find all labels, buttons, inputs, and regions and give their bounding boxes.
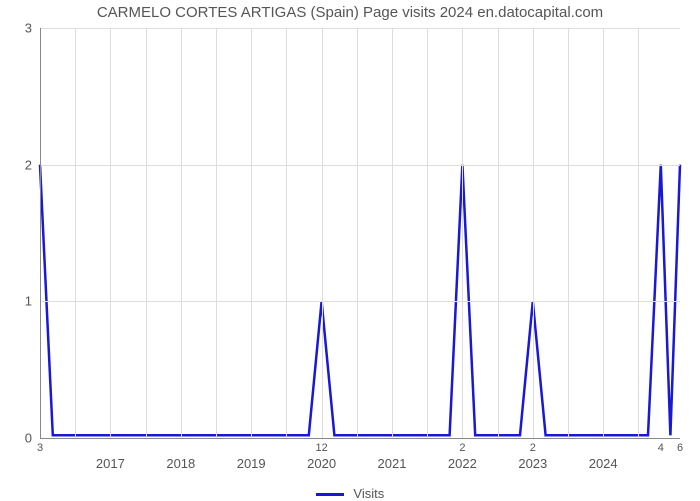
line-series xyxy=(40,28,680,438)
gridline-h xyxy=(40,165,680,166)
gridline-v xyxy=(286,28,287,438)
y-tick-label: 1 xyxy=(25,294,32,309)
gridline-v xyxy=(533,28,534,438)
gridline-h xyxy=(40,301,680,302)
x-axis xyxy=(40,438,680,439)
gridline-v xyxy=(427,28,428,438)
gridline-v xyxy=(75,28,76,438)
x-tick-label: 2021 xyxy=(378,456,407,471)
x-tick-label: 2018 xyxy=(166,456,195,471)
chart-title: CARMELO CORTES ARTIGAS (Spain) Page visi… xyxy=(0,4,700,21)
gridline-h xyxy=(40,28,680,29)
x-tick-label: 2019 xyxy=(237,456,266,471)
value-label: 4 xyxy=(658,442,664,454)
x-tick-label: 2023 xyxy=(518,456,547,471)
gridline-v xyxy=(251,28,252,438)
gridline-v xyxy=(322,28,323,438)
legend-swatch xyxy=(316,493,344,496)
gridline-v xyxy=(216,28,217,438)
gridline-v xyxy=(357,28,358,438)
gridline-v xyxy=(638,28,639,438)
gridline-v xyxy=(603,28,604,438)
y-tick-label: 3 xyxy=(25,21,32,36)
gridline-v xyxy=(110,28,111,438)
gridline-v xyxy=(392,28,393,438)
y-axis xyxy=(40,28,41,438)
visits-line xyxy=(40,165,680,436)
gridline-v xyxy=(146,28,147,438)
gridline-v xyxy=(498,28,499,438)
value-label: 2 xyxy=(459,442,465,454)
value-label: 6 xyxy=(677,442,683,454)
y-tick-label: 2 xyxy=(25,157,32,172)
value-label: 2 xyxy=(530,442,536,454)
x-tick-label: 2022 xyxy=(448,456,477,471)
legend: Visits xyxy=(0,486,700,501)
gridline-v xyxy=(568,28,569,438)
x-tick-label: 2017 xyxy=(96,456,125,471)
legend-label: Visits xyxy=(353,486,384,501)
x-tick-label: 2024 xyxy=(589,456,618,471)
value-label: 3 xyxy=(37,442,43,454)
chart-container: CARMELO CORTES ARTIGAS (Spain) Page visi… xyxy=(0,0,700,500)
gridline-v xyxy=(462,28,463,438)
y-tick-label: 0 xyxy=(25,431,32,446)
x-tick-label: 2020 xyxy=(307,456,336,471)
value-label: 12 xyxy=(315,442,327,454)
plot-area: 0123201720182019202020212022202320243122… xyxy=(40,28,680,438)
gridline-v xyxy=(181,28,182,438)
